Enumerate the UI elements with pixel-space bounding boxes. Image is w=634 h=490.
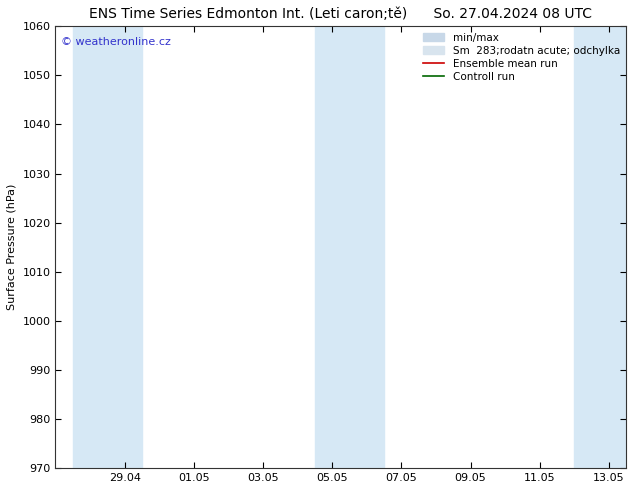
Bar xyxy=(315,26,384,468)
Y-axis label: Surface Pressure (hPa): Surface Pressure (hPa) xyxy=(7,184,17,311)
Bar xyxy=(574,26,626,468)
Bar xyxy=(73,26,142,468)
Text: © weatheronline.cz: © weatheronline.cz xyxy=(61,37,171,48)
Title: ENS Time Series Edmonton Int. (Leti caron;tě)      So. 27.04.2024 08 UTC: ENS Time Series Edmonton Int. (Leti caro… xyxy=(89,7,592,21)
Legend: min/max, Sm  283;rodatn acute; odchylka, Ensemble mean run, Controll run: min/max, Sm 283;rodatn acute; odchylka, … xyxy=(419,28,624,86)
